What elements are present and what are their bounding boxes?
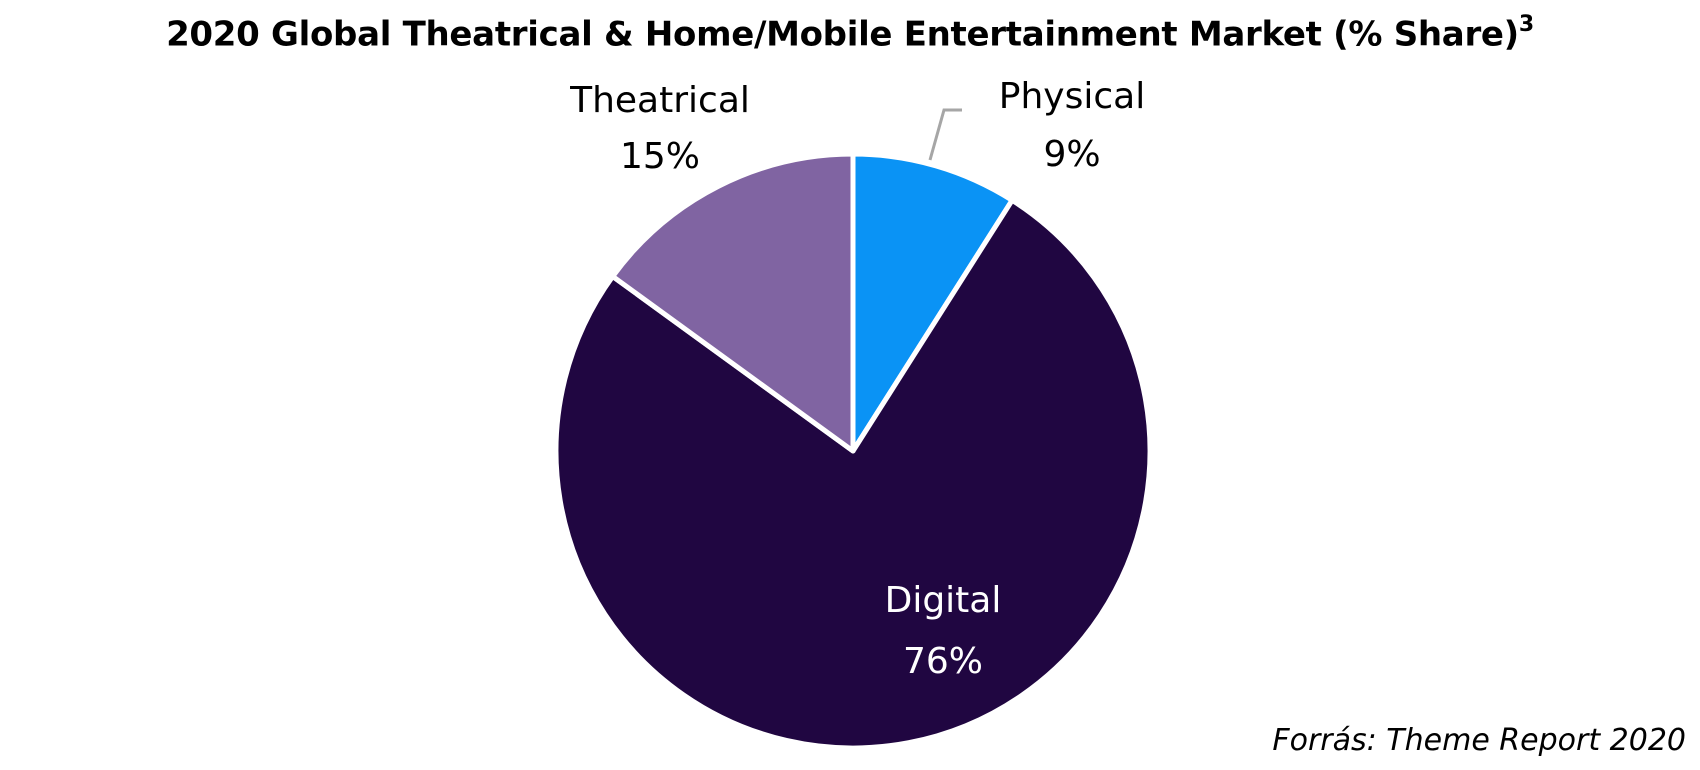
chart-title: 2020 Global Theatrical & Home/Mobile Ent…: [166, 12, 1534, 55]
slice-value-physical: 9%: [1043, 134, 1100, 175]
slice-value-theatrical: 15%: [620, 136, 700, 177]
title-footnote: 3: [1518, 12, 1534, 37]
source-note: Forrás: Theme Report 2020: [1272, 723, 1686, 758]
slice-label-digital: Digital: [885, 580, 1002, 621]
pie-slice-physical: [850, 151, 1015, 454]
slice-label-theatrical: Theatrical: [569, 80, 750, 121]
slice-value-digital: 76%: [903, 641, 983, 682]
slice-label-physical: Physical: [999, 76, 1145, 117]
leader-line-physical: [928, 108, 962, 161]
pie-slice-theatrical: [610, 151, 856, 454]
pie-slice-digital: [553, 197, 1153, 751]
